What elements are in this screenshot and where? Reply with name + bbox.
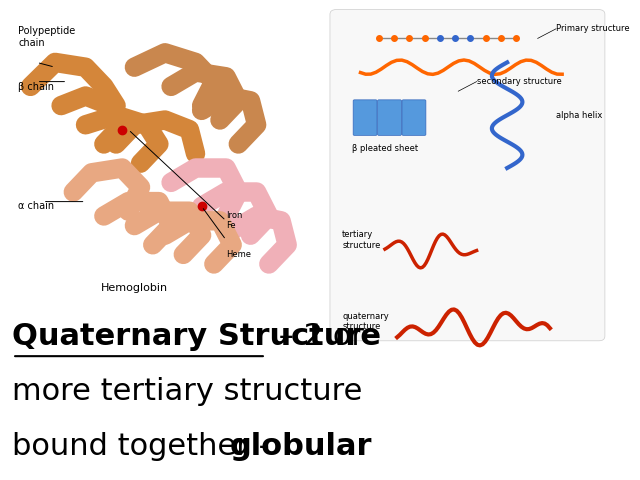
FancyBboxPatch shape (378, 100, 401, 135)
Text: globular: globular (229, 432, 372, 461)
Text: secondary structure: secondary structure (477, 77, 561, 86)
Text: α chain: α chain (19, 202, 54, 211)
Text: β pleated sheet: β pleated sheet (352, 144, 418, 153)
Text: tertiary
structure: tertiary structure (342, 230, 381, 250)
FancyBboxPatch shape (402, 100, 426, 135)
Text: Heme: Heme (226, 250, 251, 259)
Text: more tertiary structure: more tertiary structure (12, 377, 363, 406)
Text: alpha helix: alpha helix (556, 111, 602, 120)
Text: Iron
Fe: Iron Fe (226, 211, 243, 230)
Text: Primary structure: Primary structure (556, 24, 630, 33)
Text: Polypeptide
chain: Polypeptide chain (19, 26, 76, 48)
FancyBboxPatch shape (330, 10, 605, 341)
Text: Hemoglobin: Hemoglobin (101, 283, 168, 293)
FancyBboxPatch shape (353, 100, 377, 135)
Text: β chain: β chain (19, 82, 54, 92)
Text: bound together -: bound together - (12, 432, 270, 461)
Text: – 2 or: – 2 or (269, 322, 364, 350)
Text: Quaternary Structure: Quaternary Structure (12, 322, 381, 350)
Text: quaternary
structure: quaternary structure (342, 312, 389, 331)
